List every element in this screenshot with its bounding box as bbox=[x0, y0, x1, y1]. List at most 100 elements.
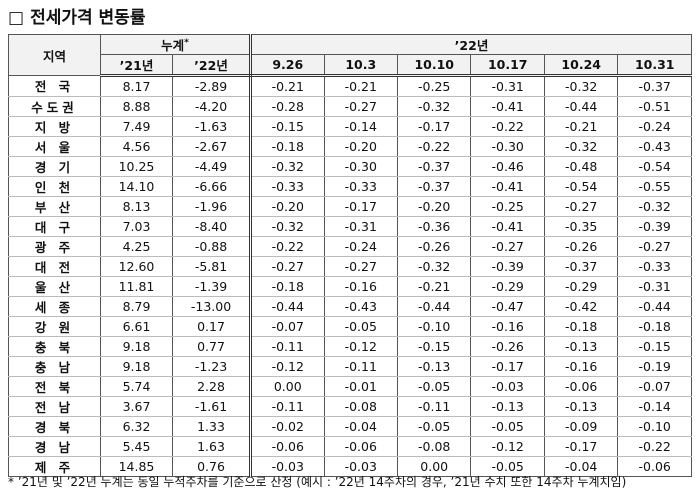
value-cell: -0.47 bbox=[470, 295, 545, 317]
value-cell: -0.27 bbox=[470, 235, 545, 257]
cumulative-mark: * bbox=[184, 37, 189, 48]
value-cell: -0.43 bbox=[617, 135, 692, 157]
region-cell: 전 남 bbox=[8, 395, 101, 417]
value-cell: -0.27 bbox=[323, 95, 398, 117]
value-cell: -0.16 bbox=[323, 275, 398, 297]
value-cell: -0.18 bbox=[250, 275, 325, 297]
cumulative-header: 누계* bbox=[99, 34, 253, 55]
subheader-cell: ’22년 bbox=[171, 54, 253, 77]
region-cell: 대 구 bbox=[8, 215, 101, 237]
value-cell: -0.18 bbox=[250, 135, 325, 157]
value-cell: -0.08 bbox=[323, 395, 398, 417]
value-cell: -0.27 bbox=[323, 255, 398, 277]
value-cell: 6.61 bbox=[100, 315, 173, 337]
value-cell: -0.11 bbox=[250, 395, 325, 417]
region-cell: 인 천 bbox=[8, 175, 101, 197]
value-cell: 5.45 bbox=[100, 435, 173, 457]
footnote: * ’21년 및 ’22년 누계는 동일 누적주차를 기준으로 산정 (예시 :… bbox=[8, 475, 627, 489]
region-cell: 경 남 bbox=[8, 435, 101, 457]
value-cell: -0.06 bbox=[617, 455, 692, 477]
table-row: 제 주 14.85 0.76 -0.03 -0.03 0.00 -0.05 -0.04 -0.0… bbox=[8, 455, 692, 477]
value-cell: -0.26 bbox=[470, 335, 545, 357]
rent-change-table: 지역 누계* ’22년 ’21년 ’22년 9.26 10.3 10.10 10.17 10… bbox=[8, 34, 692, 477]
value-cell: -0.44 bbox=[617, 295, 692, 317]
value-cell: -0.15 bbox=[250, 115, 325, 137]
value-cell: -0.46 bbox=[470, 155, 545, 177]
value-cell: -0.13 bbox=[470, 395, 545, 417]
value-cell: -0.09 bbox=[543, 415, 619, 437]
table-row: 세 종 8.79 -13.00 -0.44 -0.43 -0.44 -0.47 -0.42 -0… bbox=[8, 295, 692, 317]
table-row: 대 전 12.60 -5.81 -0.27 -0.27 -0.32 -0.39 -0.37 -0… bbox=[8, 255, 692, 277]
value-cell: -0.06 bbox=[543, 375, 619, 397]
value-cell: -0.44 bbox=[396, 295, 472, 317]
value-cell: -0.06 bbox=[250, 435, 325, 457]
value-cell: -0.29 bbox=[543, 275, 619, 297]
value-cell: -0.14 bbox=[617, 395, 692, 417]
value-cell: -0.17 bbox=[396, 115, 472, 137]
value-cell: -0.33 bbox=[250, 175, 325, 197]
value-cell: -4.49 bbox=[171, 155, 253, 177]
value-cell: -0.26 bbox=[396, 235, 472, 257]
value-cell: -0.10 bbox=[617, 415, 692, 437]
value-cell: -4.20 bbox=[171, 95, 253, 117]
value-cell: -0.24 bbox=[323, 235, 398, 257]
value-cell: 0.17 bbox=[171, 315, 253, 337]
value-cell: -0.21 bbox=[323, 75, 398, 97]
value-cell: -0.32 bbox=[543, 75, 619, 97]
value-cell: 11.81 bbox=[100, 275, 173, 297]
value-cell: -0.17 bbox=[323, 195, 398, 217]
region-cell: 세 종 bbox=[8, 295, 101, 317]
subheader-row: ’21년 ’22년 9.26 10.3 10.10 10.17 10.24 10.31 bbox=[9, 54, 692, 77]
table-row: 울 산 11.81 -1.39 -0.18 -0.16 -0.21 -0.29 -0.29 -0… bbox=[8, 275, 692, 297]
value-cell: 0.76 bbox=[171, 455, 253, 477]
value-cell: -0.05 bbox=[396, 415, 472, 437]
value-cell: -0.32 bbox=[543, 135, 619, 157]
value-cell: -0.39 bbox=[470, 255, 545, 277]
value-cell: -6.66 bbox=[171, 175, 253, 197]
value-cell: 4.25 bbox=[100, 235, 173, 257]
value-cell: -0.11 bbox=[396, 395, 472, 417]
title-box: □ bbox=[8, 8, 25, 28]
value-cell: -0.37 bbox=[396, 175, 472, 197]
region-cell: 광 주 bbox=[8, 235, 101, 257]
value-cell: -0.44 bbox=[543, 95, 619, 117]
value-cell: -0.24 bbox=[617, 115, 692, 137]
value-cell: -0.05 bbox=[396, 375, 472, 397]
table-row: 서 울 4.56 -2.67 -0.18 -0.20 -0.22 -0.30 -0.32 -0.… bbox=[8, 135, 692, 157]
region-cell: 경 북 bbox=[8, 415, 101, 437]
table-row: 대 구 7.03 -8.40 -0.32 -0.31 -0.36 -0.41 -0.35 -0.… bbox=[8, 215, 692, 237]
value-cell: 0.00 bbox=[250, 375, 325, 397]
value-cell: 8.13 bbox=[100, 195, 173, 217]
value-cell: -0.25 bbox=[396, 75, 472, 97]
value-cell: -0.18 bbox=[543, 315, 619, 337]
title-text: 전세가격 변동률 bbox=[30, 8, 146, 28]
value-cell: -0.12 bbox=[323, 335, 398, 357]
table-row: 전 북 5.74 2.28 0.00 -0.01 -0.05 -0.03 -0.06 -0.07 bbox=[8, 375, 692, 397]
value-cell: -0.28 bbox=[250, 95, 325, 117]
value-cell: -0.05 bbox=[470, 415, 545, 437]
value-cell: -0.37 bbox=[396, 155, 472, 177]
value-cell: -0.55 bbox=[617, 175, 692, 197]
value-cell: -1.61 bbox=[171, 395, 253, 417]
value-cell: 0.77 bbox=[171, 335, 253, 357]
header-row: 지역 누계* ’22년 bbox=[8, 34, 692, 76]
value-cell: -0.20 bbox=[250, 195, 325, 217]
value-cell: -0.08 bbox=[396, 435, 472, 457]
value-cell: -0.26 bbox=[543, 235, 619, 257]
value-cell: -0.12 bbox=[250, 355, 325, 377]
value-cell: -0.10 bbox=[396, 315, 472, 337]
value-cell: -0.31 bbox=[323, 215, 398, 237]
value-cell: -0.14 bbox=[323, 115, 398, 137]
table-row: 강 원 6.61 0.17 -0.07 -0.05 -0.10 -0.16 -0.18 -0.1… bbox=[8, 315, 692, 337]
value-cell: -0.20 bbox=[323, 135, 398, 157]
value-cell: -0.05 bbox=[470, 455, 545, 477]
value-cell: -0.43 bbox=[323, 295, 398, 317]
value-cell: -0.31 bbox=[470, 75, 545, 97]
value-cell: -0.13 bbox=[543, 335, 619, 357]
table-row: 부 산 8.13 -1.96 -0.20 -0.17 -0.20 -0.25 -0.27 -0.… bbox=[8, 195, 692, 217]
table-row: 전 국 8.17 -2.89 -0.21 -0.21 -0.25 -0.31 -0.32 -0.… bbox=[8, 75, 692, 97]
value-cell: -0.21 bbox=[396, 275, 472, 297]
value-cell: 6.32 bbox=[100, 415, 173, 437]
value-cell: -0.33 bbox=[323, 175, 398, 197]
region-cell: 서 울 bbox=[8, 135, 101, 157]
